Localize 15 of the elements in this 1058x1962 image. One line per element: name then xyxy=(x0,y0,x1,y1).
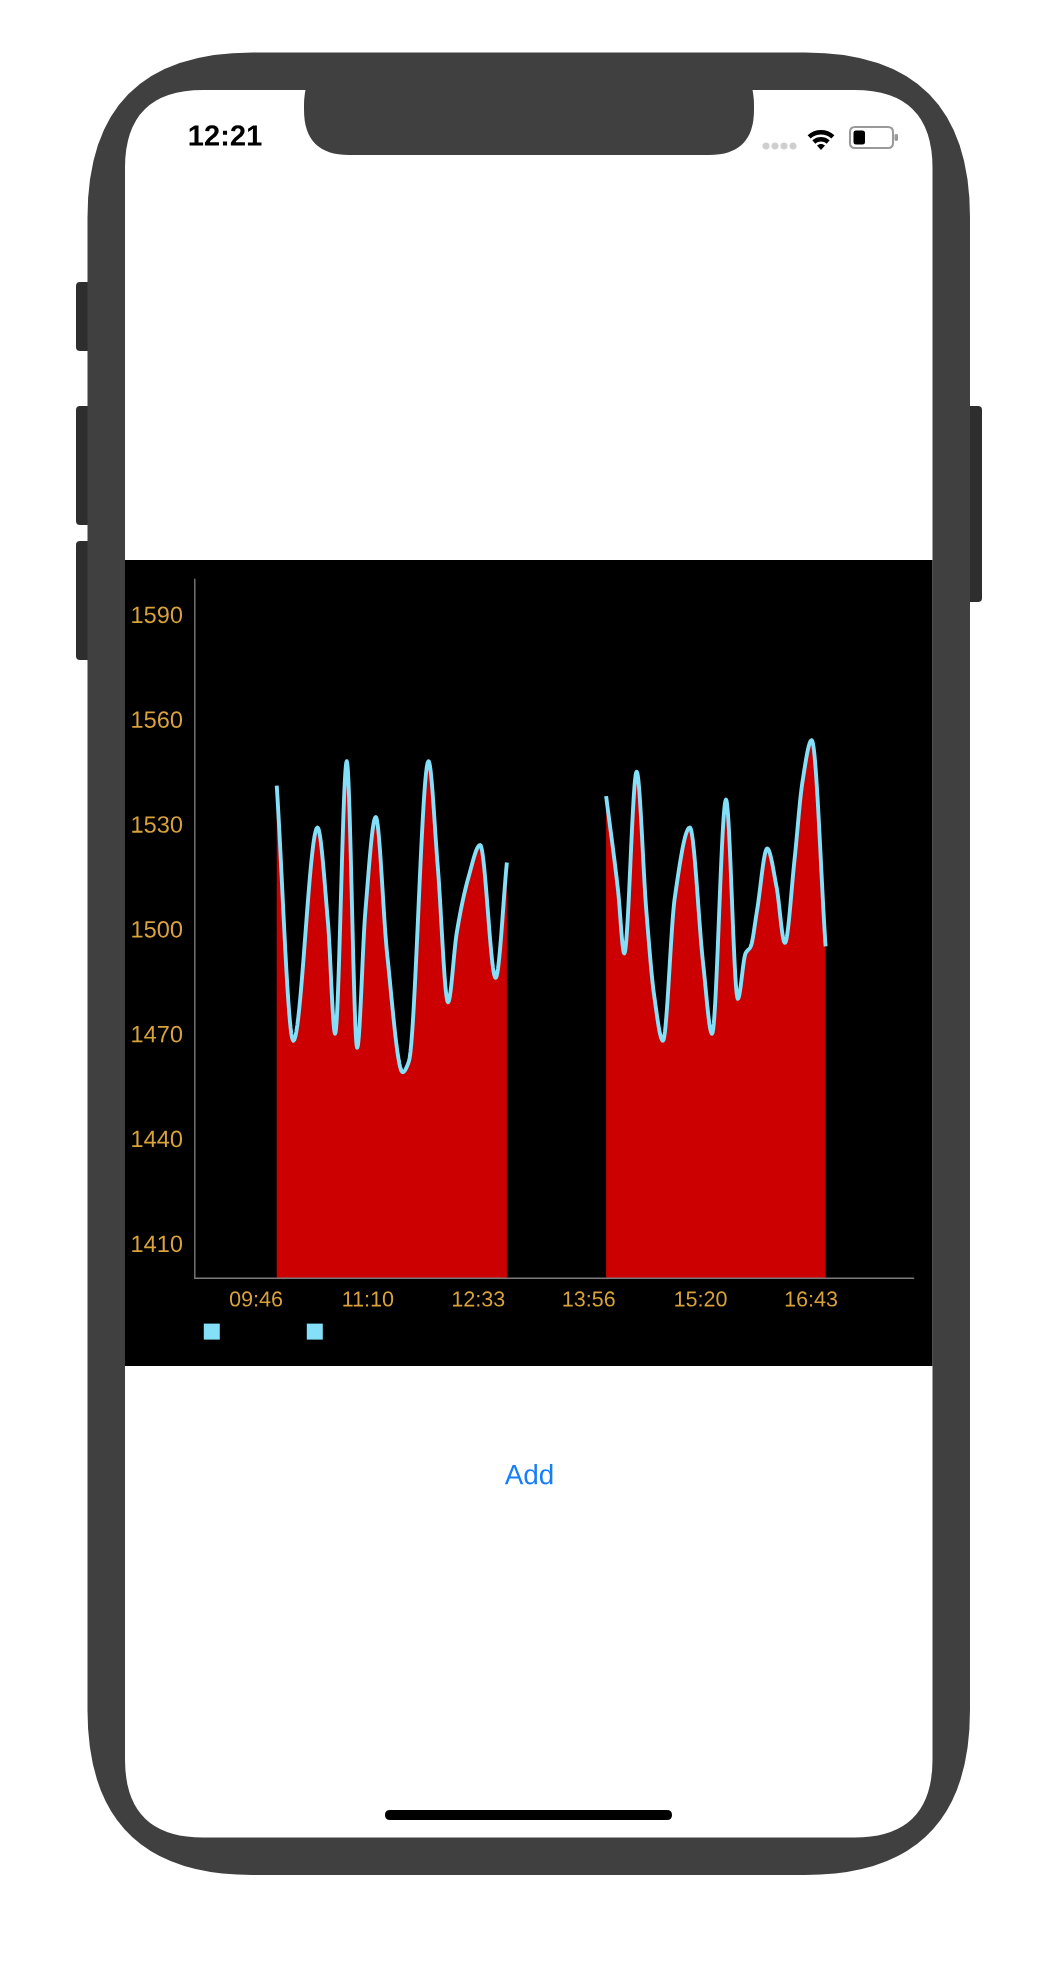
x-tick-label: 12:33 xyxy=(453,1291,505,1307)
y-tick-label: 1470 xyxy=(132,1025,183,1043)
x-tick-label: 11:10 xyxy=(343,1291,394,1307)
y-tick-label: 1440 xyxy=(132,1130,183,1148)
y-tick-label: 1530 xyxy=(132,816,183,833)
x-tick-label: 13:56 xyxy=(563,1291,615,1307)
x-tick-label: 09:46 xyxy=(229,1291,283,1307)
x-tick-label: 15:20 xyxy=(675,1291,727,1307)
y-tick-label: 1410 xyxy=(132,1235,183,1253)
text: 12:21 xyxy=(189,125,262,146)
y-tick-label: 1590 xyxy=(132,606,183,624)
text: Add xyxy=(504,1464,553,1485)
x-tick-label: 16:43 xyxy=(785,1291,838,1307)
y-tick-label: 1560 xyxy=(132,711,183,729)
y-tick-label: 1500 xyxy=(132,920,183,938)
